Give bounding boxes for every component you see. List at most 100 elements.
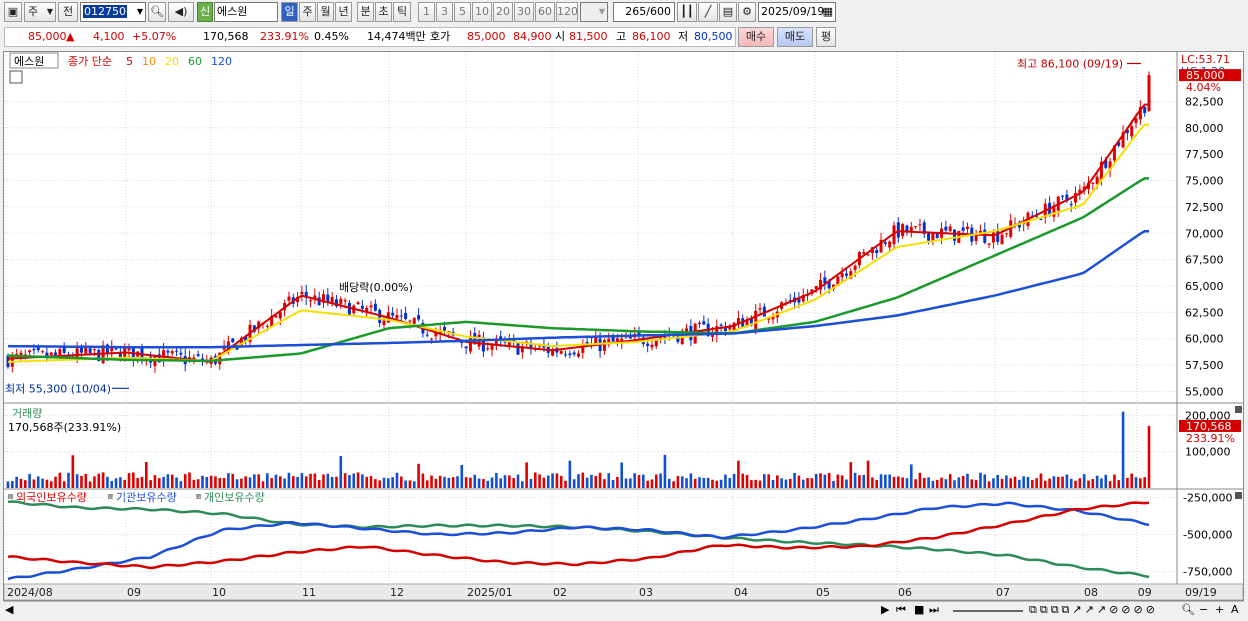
count-input[interactable]: 265/600 bbox=[613, 2, 675, 22]
price: 85,000 bbox=[28, 30, 67, 43]
candle-body bbox=[918, 224, 922, 226]
scroll-bar[interactable]: ◀ ▶ ⏮ ■ ⏭ ⧉⧉⧉⧉↗↗↗⊘⊘⊘⊘ 🔍︎ − + A bbox=[3, 601, 1244, 619]
x-tick-label: 2025/01 bbox=[467, 586, 513, 599]
volume-bar bbox=[304, 476, 308, 488]
volume-bar bbox=[32, 479, 36, 488]
interval-custom-select[interactable]: ▼ bbox=[580, 2, 608, 22]
candle-body bbox=[175, 350, 179, 352]
prev-button[interactable]: 전 bbox=[58, 2, 78, 22]
new-badge: 신 bbox=[197, 2, 213, 22]
candle-body bbox=[702, 321, 706, 325]
interval-20[interactable]: 20 bbox=[493, 2, 513, 22]
candle-body bbox=[646, 343, 650, 347]
gear-icon[interactable]: ⚙ bbox=[738, 2, 756, 22]
holding-y-tick: -750,000 bbox=[1183, 566, 1232, 579]
volume-tag-pct: 233.91% bbox=[1186, 432, 1235, 445]
volume-bar bbox=[758, 480, 762, 488]
period-second[interactable]: 초 bbox=[375, 2, 392, 22]
interval-3[interactable]: 3 bbox=[436, 2, 453, 22]
stop-icon[interactable]: ■ bbox=[914, 603, 925, 616]
zoom-tools-icon[interactable]: ⧉⧉⧉⧉↗↗↗⊘⊘⊘⊘ bbox=[1029, 603, 1158, 616]
volume-bar bbox=[434, 478, 438, 488]
volume-bar bbox=[832, 480, 835, 488]
turnover: 0.45% bbox=[314, 30, 349, 43]
period-minute[interactable]: 분 bbox=[357, 2, 374, 22]
candle-body bbox=[728, 327, 732, 330]
ask-label: 호가 bbox=[430, 30, 451, 43]
volume-pane-close-icon bbox=[1235, 406, 1242, 413]
buy-button[interactable]: 매수 bbox=[738, 27, 774, 47]
zoom-slider[interactable] bbox=[953, 610, 1023, 612]
volume-bar bbox=[957, 477, 961, 488]
volume-bar bbox=[1134, 477, 1138, 488]
volume-bar bbox=[650, 479, 654, 488]
volume-bar bbox=[201, 475, 204, 488]
volume-bar bbox=[845, 479, 848, 488]
period-day[interactable]: 일 bbox=[281, 2, 298, 22]
interval-120[interactable]: 120 bbox=[556, 2, 578, 22]
volume-bar bbox=[209, 475, 213, 488]
chart-panel[interactable]: 2024/08 09 10 11 12 2025/01 02 03 04 05 06 07 08 09 09… bbox=[3, 51, 1244, 601]
window-icon[interactable]: ▣ bbox=[4, 2, 22, 22]
period-year[interactable]: 년 bbox=[335, 2, 352, 22]
candle-body bbox=[965, 226, 969, 230]
font-size-icon[interactable]: A bbox=[1231, 603, 1239, 616]
interval-5[interactable]: 5 bbox=[454, 2, 471, 22]
volume-bar bbox=[646, 480, 649, 488]
market-select[interactable]: 주 ▼ bbox=[24, 2, 56, 22]
volume-bar bbox=[529, 478, 533, 488]
volume-bar bbox=[19, 478, 23, 488]
calendar-icon: ▦ bbox=[822, 5, 833, 18]
interval-10[interactable]: 10 bbox=[472, 2, 492, 22]
sell-button[interactable]: 매도 bbox=[777, 27, 813, 47]
scroll-left-icon[interactable]: ◀ bbox=[5, 603, 14, 616]
interval-60[interactable]: 60 bbox=[535, 2, 555, 22]
volume-bar bbox=[866, 460, 870, 488]
stock-name-input[interactable]: 에스원 bbox=[214, 2, 278, 22]
candle-body bbox=[244, 336, 248, 342]
zoom-search-icon[interactable]: 🔍︎ bbox=[1181, 603, 1195, 616]
save-icon[interactable]: ▤ bbox=[719, 2, 737, 22]
first-page-icon[interactable]: ⏮ bbox=[896, 603, 906, 616]
ma-line-20 bbox=[7, 123, 1149, 363]
period-week[interactable]: 주 bbox=[299, 2, 316, 22]
speaker-icon[interactable]: ◀) bbox=[168, 2, 194, 22]
volume-bar bbox=[728, 478, 732, 488]
candle-body bbox=[840, 273, 844, 278]
volume-bar bbox=[62, 481, 66, 488]
interval-1[interactable]: 1 bbox=[418, 2, 435, 22]
draw-tool-icon[interactable]: ╱ bbox=[698, 2, 718, 22]
eval-button[interactable]: 평 bbox=[816, 27, 836, 47]
period-month[interactable]: 월 bbox=[317, 2, 334, 22]
period-tick[interactable]: 틱 bbox=[393, 2, 411, 22]
last-page-icon[interactable]: ⏭ bbox=[929, 603, 939, 616]
volume-bar bbox=[974, 480, 978, 488]
volume-bar bbox=[49, 481, 53, 488]
scroll-right-icon[interactable]: ▶ bbox=[881, 603, 890, 616]
volume-bar bbox=[892, 476, 896, 488]
candle-body bbox=[322, 294, 326, 303]
holding-pane-close-icon bbox=[1235, 492, 1242, 499]
search-icon[interactable]: 🔍︎ bbox=[148, 2, 166, 22]
interval-30[interactable]: 30 bbox=[514, 2, 534, 22]
price-y-tick: 62,500 bbox=[1185, 306, 1224, 319]
volume-bar bbox=[58, 472, 62, 488]
dividend-annotation: 배당락(0.00%) bbox=[339, 281, 413, 294]
volume-bar bbox=[1065, 474, 1069, 488]
candle-body bbox=[373, 303, 377, 311]
chart-svg[interactable]: 2024/08 09 10 11 12 2025/01 02 03 04 05 06 07 08 09 09… bbox=[4, 52, 1243, 600]
candle-body bbox=[581, 344, 585, 353]
candle-body bbox=[948, 226, 952, 232]
code-input[interactable]: 012750 ▼ bbox=[80, 2, 146, 22]
zoom-in-icon[interactable]: + bbox=[1215, 603, 1225, 616]
date-input[interactable]: 2025/09/19 ▦ bbox=[758, 2, 836, 22]
volume-bar bbox=[1039, 473, 1043, 488]
zoom-out-icon[interactable]: − bbox=[1199, 603, 1209, 616]
candle-body bbox=[399, 315, 403, 317]
volume-bar bbox=[404, 480, 407, 488]
candle-body bbox=[62, 345, 66, 353]
legend-marker bbox=[8, 494, 13, 499]
candle-body bbox=[170, 351, 174, 354]
candle-type-icon[interactable]: ┃┃ bbox=[677, 2, 697, 22]
volume-bar bbox=[145, 462, 148, 488]
